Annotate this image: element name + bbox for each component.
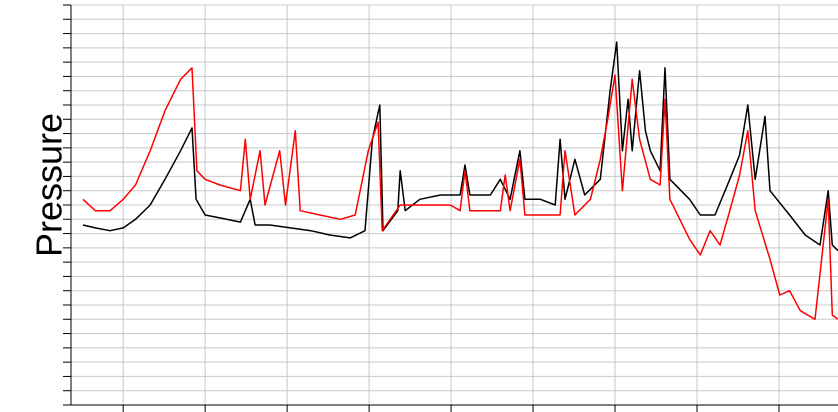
y-axis-label: Pressure [29,113,70,257]
series-line [82,41,838,252]
series-line [82,67,838,321]
